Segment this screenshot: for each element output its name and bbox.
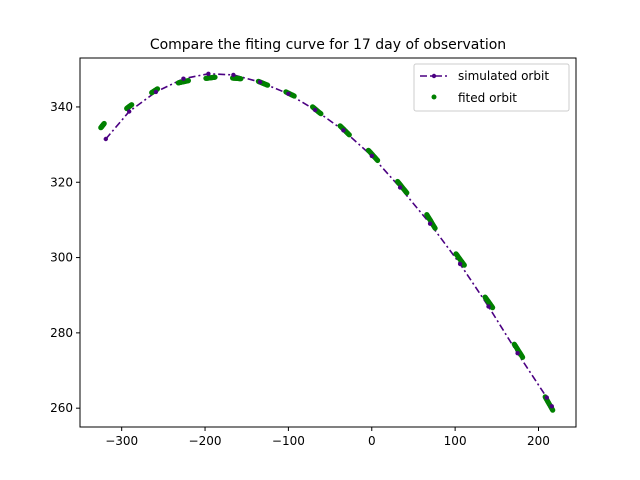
x-tick-label: 0 bbox=[368, 434, 376, 448]
simulated-orbit-line bbox=[105, 72, 553, 407]
simulated-orbit-point bbox=[127, 109, 132, 114]
simulated-orbit-point bbox=[312, 107, 318, 113]
x-axis: −300 −200 −100 0 100 200 bbox=[105, 427, 550, 448]
fited-orbit-point bbox=[550, 407, 556, 413]
fited-orbit-point bbox=[185, 78, 191, 84]
y-axis: 260 280 300 320 340 bbox=[50, 100, 80, 415]
legend-simulated-marker bbox=[431, 73, 437, 79]
fited-orbit-point bbox=[101, 120, 107, 127]
fited-orbit-point bbox=[490, 305, 496, 311]
y-tick-label: 320 bbox=[50, 175, 73, 189]
x-tick-label: −100 bbox=[272, 434, 305, 448]
fited-orbit-point bbox=[291, 93, 297, 99]
simulated-orbit-point bbox=[486, 304, 491, 309]
simulated-orbit-point bbox=[286, 91, 291, 97]
legend: simulated orbit fited orbit bbox=[413, 63, 570, 112]
fited-orbit-point bbox=[520, 354, 526, 360]
simulated-orbit-point bbox=[549, 404, 554, 409]
simulated-orbit-point bbox=[397, 185, 403, 190]
fited-orbit-point bbox=[129, 102, 135, 108]
y-tick-label: 340 bbox=[50, 100, 73, 114]
simulated-orbit-point bbox=[544, 395, 549, 400]
fited-orbit-point bbox=[238, 76, 244, 82]
fited-orbit-point bbox=[318, 111, 324, 117]
simulated-orbit-point bbox=[153, 89, 159, 95]
simulated-orbit-point bbox=[369, 153, 374, 159]
simulated-orbit-point bbox=[515, 351, 520, 356]
y-tick-label: 300 bbox=[50, 251, 73, 265]
x-tick-label: −300 bbox=[105, 434, 138, 448]
legend-fitted-label: fited orbit bbox=[458, 91, 517, 105]
simulated-orbit-point bbox=[341, 128, 346, 133]
fited-orbit-point bbox=[404, 190, 410, 196]
simulated-orbit-point bbox=[181, 76, 186, 81]
simulated-orbit-point bbox=[257, 79, 263, 85]
chart-title: Compare the fiting curve for 17 day of o… bbox=[150, 37, 506, 53]
fited-orbit-point bbox=[461, 262, 467, 268]
data-layer bbox=[98, 71, 556, 413]
simulated-orbit-point bbox=[231, 72, 236, 78]
x-tick-label: 100 bbox=[444, 434, 467, 448]
plot-frame bbox=[79, 57, 577, 428]
simulated-orbit-point bbox=[103, 136, 109, 142]
fited-orbit-point bbox=[432, 225, 438, 231]
fited-orbit-point bbox=[212, 74, 218, 80]
legend-simulated-label: simulated orbit bbox=[458, 69, 549, 83]
legend-box bbox=[413, 63, 570, 112]
simulated-orbit-point bbox=[206, 71, 211, 77]
y-tick-label: 260 bbox=[50, 401, 73, 415]
simulated-orbit-point bbox=[427, 221, 433, 226]
simulated-orbit-point bbox=[457, 261, 463, 267]
fited-orbit-point bbox=[265, 82, 271, 88]
fited-orbit-point bbox=[346, 132, 352, 138]
fited-orbit-point bbox=[375, 157, 381, 163]
x-tick-label: −200 bbox=[189, 434, 222, 448]
x-tick-label: 200 bbox=[527, 434, 550, 448]
legend-fitted-marker bbox=[431, 94, 437, 100]
y-tick-label: 280 bbox=[50, 326, 73, 340]
